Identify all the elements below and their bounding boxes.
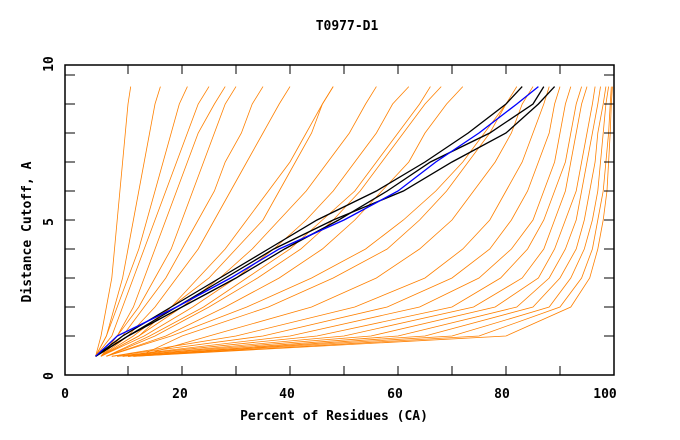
series-line-other-21	[127, 86, 601, 357]
series-line-other-26	[138, 86, 534, 357]
y-axis-label: Distance Cutoff, A	[20, 161, 35, 302]
axis-ticks	[65, 65, 615, 375]
x-tick-label: 20	[172, 387, 188, 402]
x-tick-label: 60	[387, 387, 403, 402]
series-line-other-3	[95, 86, 210, 357]
series-line-other-12	[106, 86, 464, 357]
series-line-other-19	[122, 86, 588, 357]
x-tick-label: 80	[494, 387, 510, 402]
series-line-other-18	[117, 86, 582, 357]
series-line-other-24	[133, 86, 612, 357]
series-line-other-13	[106, 86, 431, 357]
x-tick-label: 0	[61, 387, 69, 402]
series-line-other-23	[127, 86, 609, 357]
series-line-highlight-29	[95, 86, 523, 357]
x-tick-labels: 0 20 40 60 80 100	[61, 387, 617, 402]
series-line-other-28	[133, 86, 613, 357]
x-axis-label: Percent of Residues (CA)	[240, 409, 428, 424]
series-line-other-4	[100, 86, 226, 357]
series-line-other-0	[95, 86, 132, 357]
series-line-other-7	[100, 86, 291, 357]
series-line-other-9	[100, 86, 377, 357]
series-line-other-5	[100, 86, 237, 357]
series-line-highlight-31	[95, 86, 556, 357]
series-line-other-15	[111, 86, 550, 357]
series-line-other-22	[127, 86, 607, 357]
series-line-other-8	[100, 86, 334, 357]
series-line-selected-32	[95, 86, 539, 357]
series-line-other-1	[95, 86, 161, 357]
x-tick-label: 100	[593, 387, 617, 402]
series-line-other-14	[100, 86, 334, 357]
y-tick-label: 0	[42, 372, 57, 380]
chart-title: T0977-D1	[316, 19, 379, 34]
series-line-other-6	[100, 86, 264, 357]
y-tick-labels: 0 5 10	[42, 56, 57, 380]
y-tick-label: 10	[42, 56, 57, 72]
y-tick-label: 5	[42, 218, 57, 226]
x-tick-label: 40	[279, 387, 295, 402]
series-line-other-17	[117, 86, 572, 357]
series-line-other-10	[100, 86, 410, 357]
series-line-other-16	[111, 86, 561, 357]
series-line-other-2	[95, 86, 188, 357]
series-line-other-20	[122, 86, 596, 357]
series-line-other-25	[138, 86, 518, 357]
series-line-highlight-30	[95, 86, 545, 357]
plot-curves	[95, 86, 613, 357]
